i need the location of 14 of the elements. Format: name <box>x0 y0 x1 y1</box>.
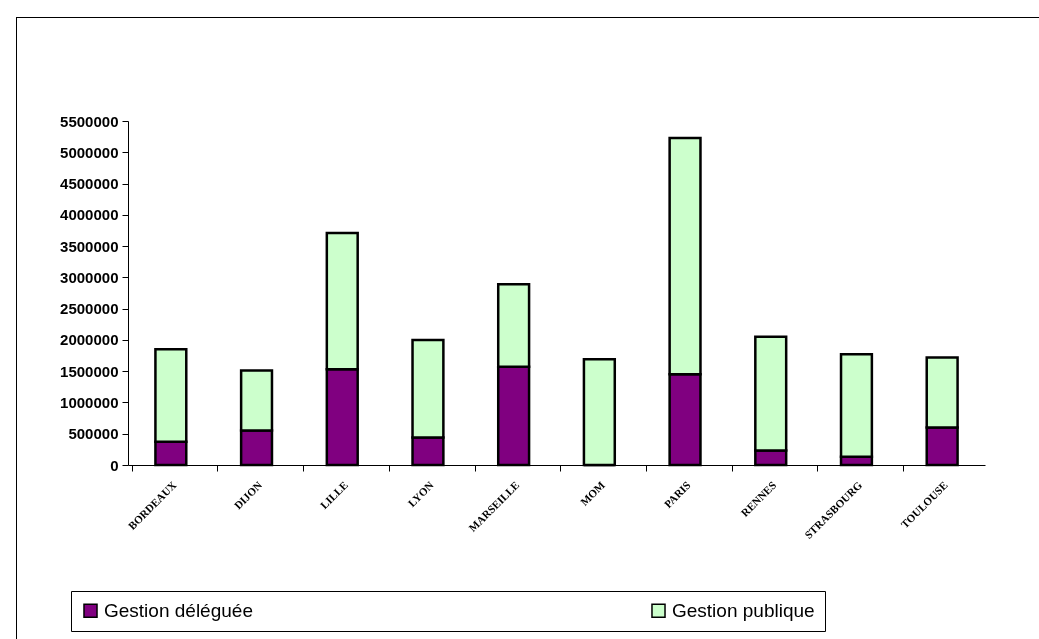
y-tick-label: 3500000 <box>60 237 119 255</box>
y-tick-label: 1000000 <box>60 393 119 411</box>
y-tick-label: 0 <box>110 456 119 474</box>
legend-label: Gestion publique <box>672 599 815 621</box>
y-tick-label: 5500000 <box>60 112 119 130</box>
y-tick-label: 3000000 <box>60 268 119 286</box>
y-tick-label: 4500000 <box>60 175 119 193</box>
y-tick-label: 2000000 <box>60 331 119 349</box>
y-tick-label: 500000 <box>68 425 119 443</box>
legend-label: Gestion déléguée <box>104 599 253 621</box>
y-tick-label: 4000000 <box>60 206 119 224</box>
y-tick-label: 1500000 <box>60 362 119 380</box>
y-tick-label: 5000000 <box>60 143 119 161</box>
y-tick-label: 2500000 <box>60 300 119 318</box>
